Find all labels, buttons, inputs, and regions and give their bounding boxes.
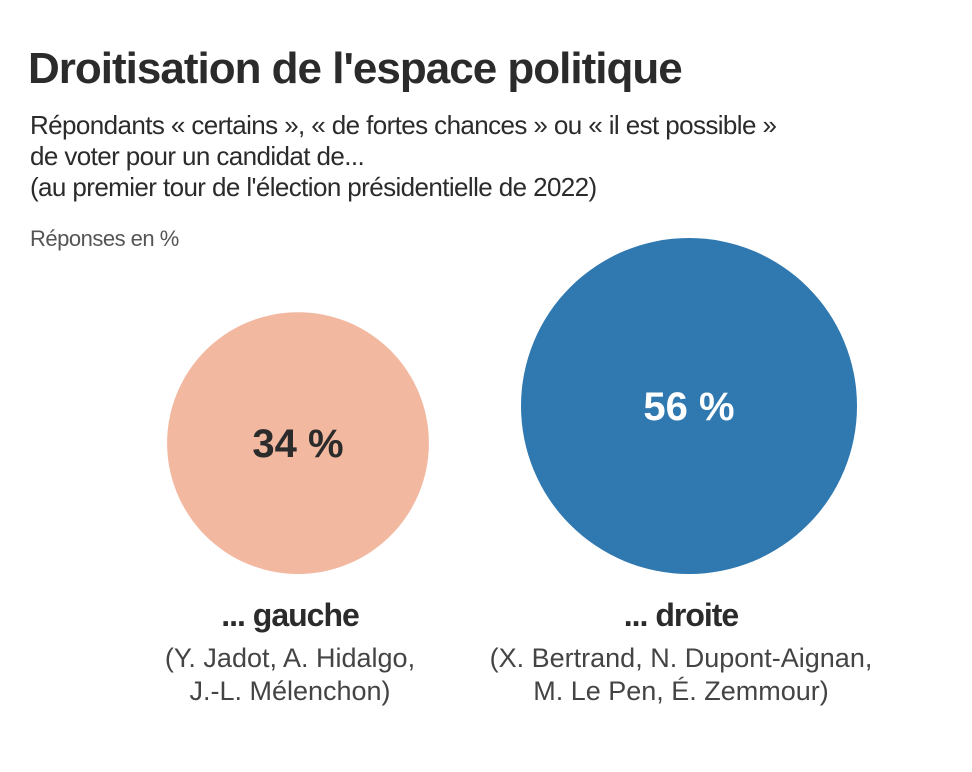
bubble-group-droite: 56 % ... droite (X. Bertrand, N. Dupont-… xyxy=(490,238,873,706)
subtitle-line-2: de voter pour un candidat de... xyxy=(30,141,365,171)
bubble-gauche xyxy=(167,312,429,574)
candidates-droite-line-1: (X. Bertrand, N. Dupont-Aignan, xyxy=(490,643,873,673)
category-label-droite: ... droite xyxy=(624,597,739,633)
bubble-droite xyxy=(521,238,857,574)
subtitle-line-3: (au premier tour de l'élection président… xyxy=(30,172,597,202)
candidates-gauche-line-2: J.-L. Mélenchon) xyxy=(189,676,390,706)
subtitle-line-1: Répondants « certains », « de fortes cha… xyxy=(30,110,777,140)
chart-subtitle: Répondants « certains », « de fortes cha… xyxy=(30,110,777,203)
value-label-droite: 56 % xyxy=(643,385,734,429)
bubble-group-gauche: 34 % ... gauche (Y. Jadot, A. Hidalgo, J… xyxy=(165,312,429,706)
value-label-gauche: 34 % xyxy=(252,422,343,466)
chart-title: Droitisation de l'espace politique xyxy=(28,44,683,93)
category-label-gauche: ... gauche xyxy=(221,597,359,633)
unit-label: Réponses en % xyxy=(30,226,179,251)
candidates-gauche-line-1: (Y. Jadot, A. Hidalgo, xyxy=(165,643,415,673)
candidates-droite-line-2: M. Le Pen, É. Zemmour) xyxy=(533,676,829,706)
